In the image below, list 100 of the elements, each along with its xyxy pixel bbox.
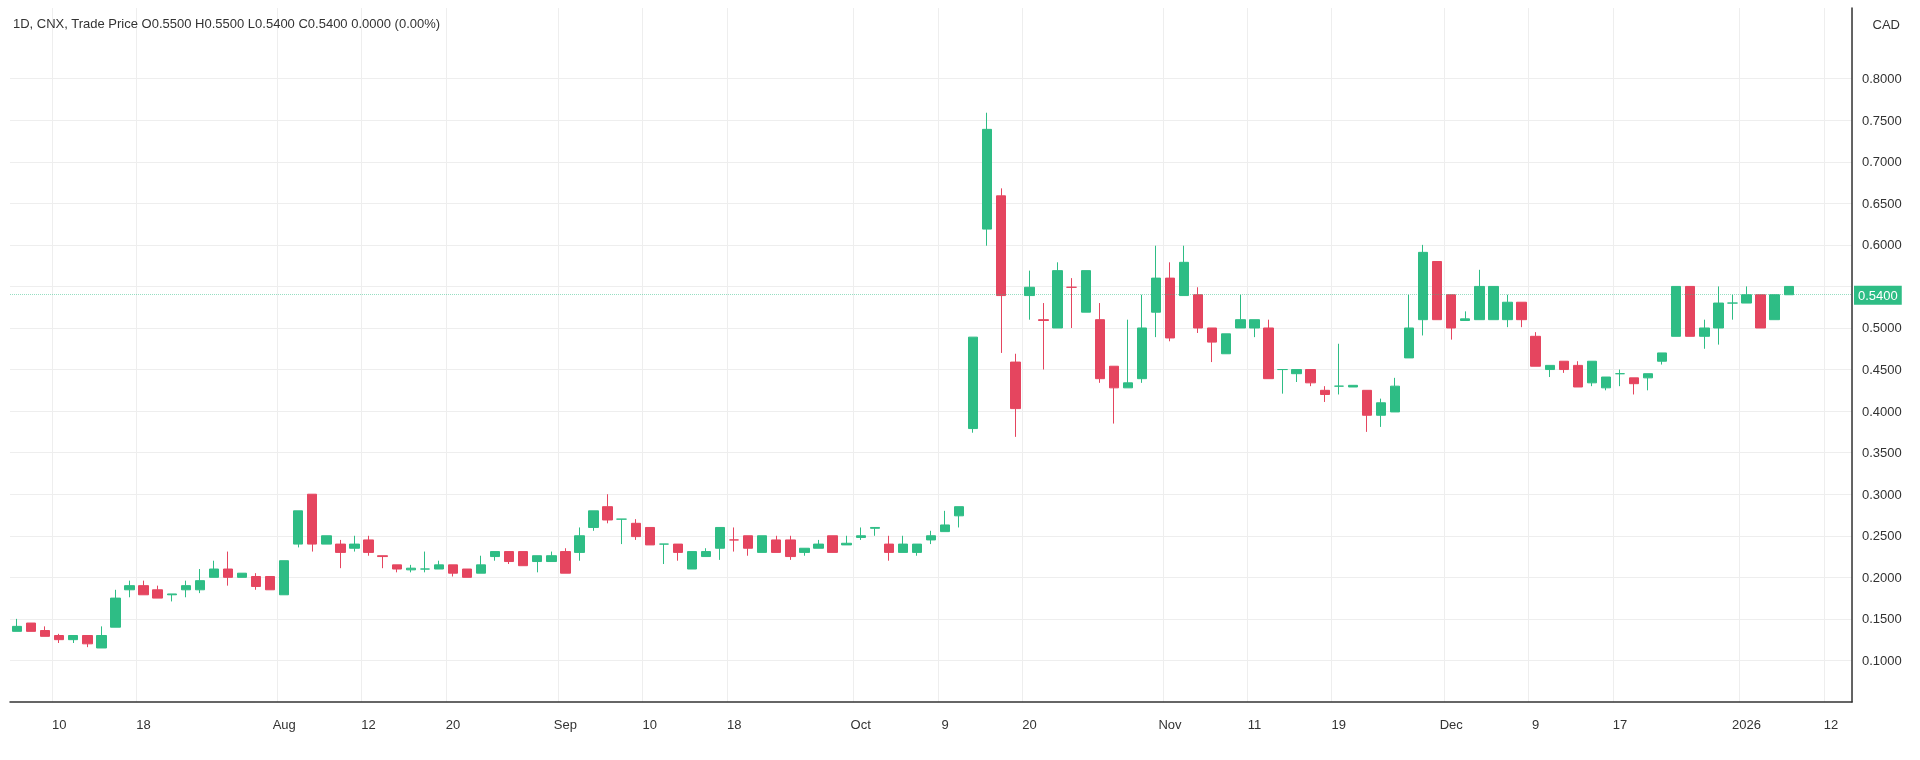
candlestick [167,593,177,602]
candlestick [715,526,725,561]
candlestick [659,543,669,565]
candlestick [1235,294,1246,329]
candlestick [1474,269,1485,321]
candlestick [209,560,219,578]
candlestick [82,635,93,648]
y-tick-label: 0.4000 [1862,403,1902,419]
y-tick-label: 0.1500 [1862,611,1902,627]
candlestick [743,535,753,557]
candlestick [1432,261,1442,321]
candlestick [1193,286,1203,334]
candlestick [1418,244,1428,336]
candlestick [462,568,472,578]
y-tick-label: 0.6000 [1862,237,1902,253]
candlestick [1784,285,1794,296]
candlestick [1657,352,1667,366]
candlestick [265,576,275,591]
candlestick [377,555,388,569]
x-tick-label: 2026 [1732,717,1761,732]
candlestick [616,518,627,545]
candlestick [631,518,641,541]
x-tick-label: 10 [51,717,67,732]
x-tick-label: Aug [272,717,296,732]
candlestick [968,336,978,434]
y-tick-label: 0.8000 [1862,71,1902,87]
x-tick-label: Oct [850,717,872,732]
y-tick-label: 0.3000 [1862,486,1902,502]
candlestick [490,551,500,562]
candlestick [68,635,78,644]
ref-line-label: 0.5400 [1858,287,1898,303]
x-tick-label: 20 [445,717,461,732]
candlestick [1249,319,1260,338]
candlestick [152,585,163,599]
candlestick [1066,277,1077,329]
candlestick [898,535,908,553]
candlestick [307,493,317,553]
candlestick [1277,369,1288,395]
candlestick [1727,294,1738,321]
candlestick [785,535,796,561]
y-tick-label: 0.7500 [1862,112,1902,128]
candlestick [1151,245,1161,338]
candlestick [1390,377,1400,413]
x-tick-label: 19 [1331,717,1347,732]
candlestick [841,535,852,546]
x-tick-label: 18 [726,717,742,732]
y-tick-label: 0.2500 [1862,528,1902,544]
candlestick [1573,360,1583,388]
candlestick [195,568,205,594]
candlestick [870,526,880,537]
candlestick [1305,369,1316,387]
candlestick [434,560,444,570]
candlestick [1446,294,1456,341]
candlestick [223,551,233,587]
candlestick [1038,302,1049,371]
candlestick [701,547,711,558]
y-tick-label: 0.6500 [1862,195,1902,211]
candlestick [1095,302,1105,384]
candlestick [1024,270,1035,321]
y-tick-label: 0.7000 [1862,154,1902,170]
y-tick-label: 0.1000 [1862,652,1902,668]
candlestick [1404,294,1414,359]
candlestick [1165,261,1175,342]
y-tick-label: 0.2000 [1862,569,1902,585]
y-tick-label: 0.3500 [1862,445,1902,461]
candlestick [1320,385,1330,403]
candlestick [1699,319,1710,350]
x-tick-label: 11 [1247,717,1262,732]
candlestick [560,547,571,574]
candlestick [1488,285,1499,321]
candlestick [996,187,1006,354]
candlestick [1530,331,1541,367]
candlestick [757,535,767,553]
candlestick [1109,365,1119,425]
candlestick [771,535,781,553]
candlestick [110,589,121,628]
candlestick [1052,261,1063,329]
x-tick-label: Dec [1439,717,1464,732]
candlestick [532,555,542,573]
x-tick-label: Nov [1158,717,1183,732]
x-tick-label: 20 [1022,717,1037,732]
candlestick [1081,270,1091,313]
candlestick [1123,319,1133,389]
candlestick [1348,384,1358,388]
candlestick [1291,369,1302,383]
candlestick [884,535,894,562]
candlestick [799,547,810,557]
candlestick [588,510,599,532]
candlestick [251,572,261,591]
candlestick [1559,360,1569,374]
y-tick-label: 0.5000 [1862,320,1902,336]
text: CAD [1872,17,1901,32]
candlestick [349,535,360,553]
candlestick [1179,245,1189,297]
candlestick [1769,294,1780,321]
candlestick [645,526,655,546]
candlestick [1502,294,1513,328]
candlestick [420,551,430,573]
x-tick-label: 17 [1612,717,1628,732]
candlestick [687,551,697,570]
